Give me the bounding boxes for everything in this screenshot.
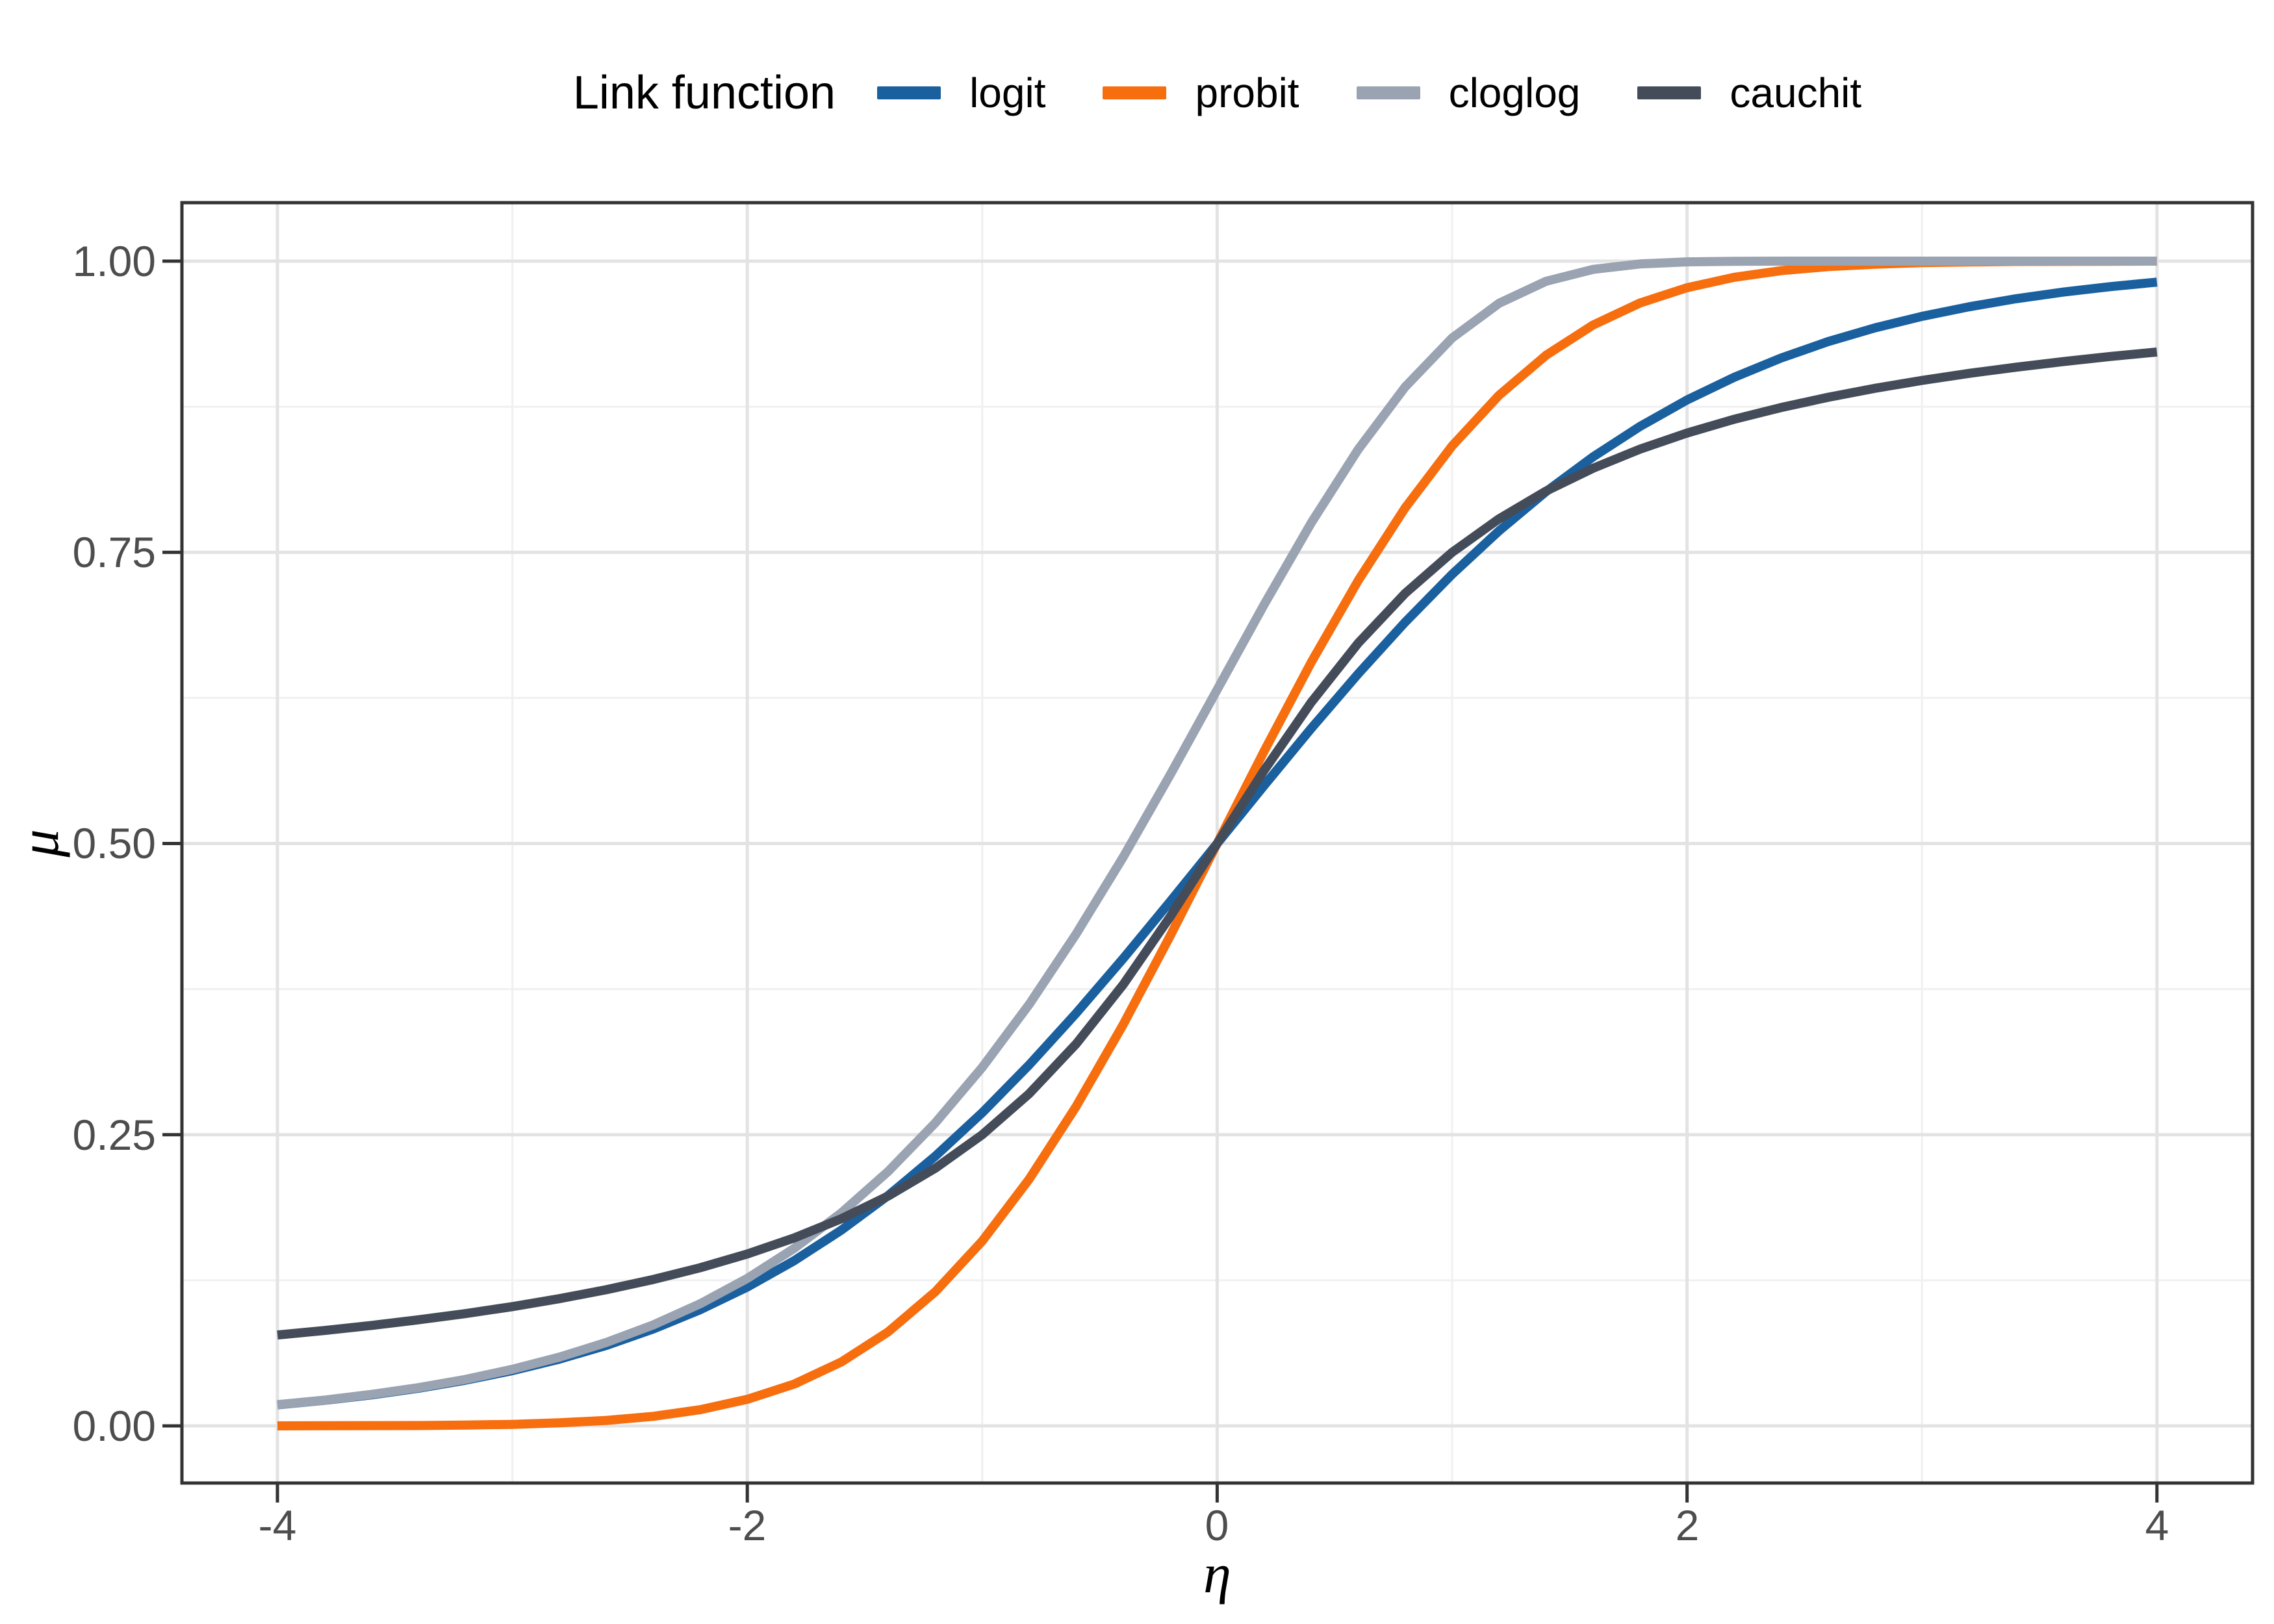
y-tick-label: 0.50 <box>72 819 156 867</box>
y-tick-label: 0.00 <box>72 1402 156 1450</box>
legend-key-swatch-cauchit <box>1637 86 1702 99</box>
series-line-cauchit <box>277 347 2158 1340</box>
legend-key-swatch-probit <box>1103 86 1167 99</box>
x-tick-label: 2 <box>1675 1501 1700 1549</box>
x-tick-label: -2 <box>728 1501 767 1549</box>
y-tick-label: 0.25 <box>72 1111 156 1159</box>
x-tick-label: -4 <box>258 1501 297 1549</box>
legend-key-swatch-logit <box>877 86 941 99</box>
legend-label-probit: probit <box>1195 70 1299 116</box>
legend-item-cauchit: cauchit <box>1637 69 1861 117</box>
legend-item-cloglog: cloglog <box>1356 69 1581 117</box>
y-tick-label: 0.75 <box>72 528 156 576</box>
legend-label-cauchit: cauchit <box>1730 70 1862 116</box>
y-tick-label: 1.00 <box>72 237 156 285</box>
x-tick-label: 4 <box>2145 1501 2169 1549</box>
x-tick-label: 0 <box>1205 1501 1229 1549</box>
y-axis-title: μ <box>8 829 70 857</box>
legend-item-logit: logit <box>877 69 1045 117</box>
legend-title: Link function <box>572 67 836 119</box>
legend-item-probit: probit <box>1103 69 1299 117</box>
series-line-cloglog <box>277 257 2157 1410</box>
x-axis-title: η <box>1203 1542 1231 1605</box>
legend-label-cloglog: cloglog <box>1448 70 1581 116</box>
legend-label-logit: logit <box>969 70 1046 116</box>
legend: Link function logit probit cloglog cauch… <box>182 57 2253 129</box>
legend-key-swatch-cloglog <box>1356 86 1420 99</box>
